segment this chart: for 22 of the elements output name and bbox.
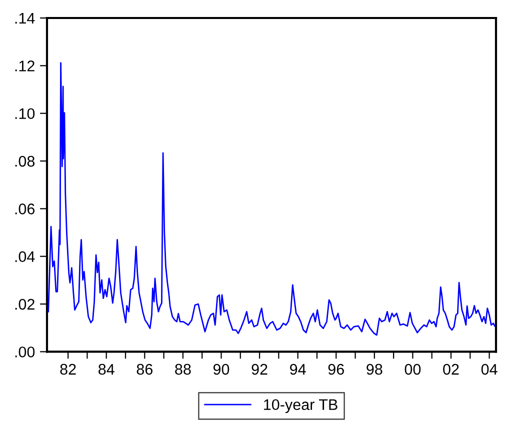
- x-tick-label: 86: [136, 364, 152, 375]
- y-tick-label: .06: [15, 204, 35, 214]
- x-tick-label: 04: [481, 364, 498, 375]
- x-tick-label: 96: [328, 364, 344, 375]
- x-tick-label: 84: [98, 364, 114, 375]
- x-tick-label: 94: [290, 364, 306, 375]
- y-tick-label: .00: [15, 346, 35, 358]
- y-tick-label: .12: [15, 60, 34, 72]
- line-series: [48, 62, 496, 336]
- x-tick-label: 88: [175, 364, 191, 375]
- x-tick-label: 00: [404, 364, 421, 375]
- legend-label: 10-year TB: [264, 399, 338, 414]
- y-tick-label: .10: [15, 108, 35, 120]
- x-tick-label: 90: [213, 364, 230, 375]
- x-tick-label: 02: [443, 364, 459, 375]
- y-tick-label: .14: [15, 13, 35, 24]
- x-tick-label: 82: [60, 364, 76, 375]
- y-tick-label: .08: [15, 156, 35, 167]
- y-tick-label: .02: [15, 298, 34, 310]
- x-tick-label: 92: [252, 364, 268, 375]
- y-tick-label: .04: [15, 251, 35, 262]
- x-tick-label: 98: [366, 364, 382, 375]
